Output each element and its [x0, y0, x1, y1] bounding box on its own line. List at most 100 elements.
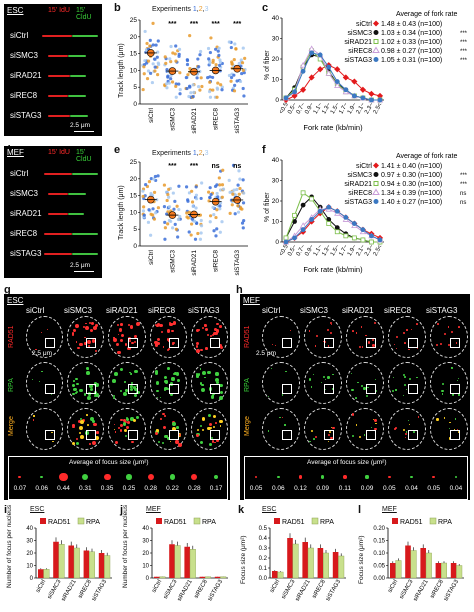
focus-dot — [403, 342, 406, 345]
data-point — [190, 189, 194, 193]
nucleus-outline — [26, 408, 64, 450]
y-axis-label: % of fiber — [264, 192, 271, 222]
bar-rad51 — [272, 571, 278, 578]
y-tick-label: 0 — [146, 576, 150, 582]
focus-dot — [114, 431, 117, 433]
focus-dot — [216, 439, 219, 442]
focus-dot — [451, 393, 454, 396]
data-point — [167, 81, 171, 85]
focus-size-dot — [276, 475, 280, 479]
focus-dot — [85, 326, 90, 331]
focus-dot — [119, 338, 123, 342]
data-point — [152, 190, 157, 194]
data-point — [188, 85, 192, 89]
focus-dot — [154, 371, 159, 375]
data-point — [194, 206, 198, 210]
x-tick-label: 2.1~ — [356, 102, 367, 116]
data-point — [218, 60, 223, 64]
legend-significance: *** — [460, 40, 468, 46]
nucleus-outline — [149, 408, 187, 450]
data-point — [171, 191, 175, 195]
legend-entry: siREC8 — [348, 48, 372, 55]
data-point — [148, 38, 152, 42]
focus-size-value: 0.09 — [360, 485, 374, 492]
focus-size-dot — [40, 475, 44, 479]
legend-label: RAD51 — [164, 519, 187, 526]
focus-dot — [164, 380, 168, 384]
focus-dot — [124, 435, 127, 438]
x-tick-label: 1.5~ — [330, 102, 341, 116]
focus-dot — [374, 428, 377, 431]
legend-swatch-rpa — [429, 517, 437, 525]
focus-dot — [156, 429, 160, 433]
significance-label: *** — [212, 21, 220, 28]
focus-dot — [417, 348, 419, 350]
data-point — [187, 94, 191, 99]
focus-dot — [92, 325, 97, 330]
focus-size-dot — [103, 473, 111, 481]
data-point — [141, 87, 145, 92]
focus-dot — [394, 426, 397, 429]
x-tick-label: 2.1~ — [356, 244, 367, 258]
data-point — [191, 204, 195, 208]
focus-dot — [209, 426, 213, 430]
focus-dot — [95, 324, 99, 328]
data-point — [166, 222, 170, 226]
focus-dot — [113, 428, 116, 431]
focus-dot — [436, 323, 439, 325]
data-point — [195, 76, 199, 80]
focus-dot — [157, 441, 160, 444]
bar-rpa — [104, 555, 111, 579]
y-tick-label: 0 — [275, 239, 279, 246]
focus-dot — [268, 430, 270, 432]
focus-dot — [78, 431, 82, 435]
data-point — [231, 163, 236, 167]
data-point — [240, 71, 244, 76]
data-point — [237, 192, 241, 196]
data-point — [188, 34, 192, 38]
data-point — [152, 217, 157, 221]
focus-dot — [130, 384, 134, 388]
series-point — [317, 52, 323, 58]
focus-dot — [160, 417, 162, 420]
bar-rpa — [307, 547, 314, 579]
focus-dot — [404, 432, 408, 436]
data-point — [200, 181, 204, 185]
focus-dot — [119, 424, 123, 428]
focus-dot — [125, 389, 128, 392]
focus-dot — [171, 421, 176, 426]
data-point — [147, 180, 152, 184]
focus-dot — [113, 423, 116, 426]
focus-dot — [213, 331, 218, 336]
data-point — [216, 81, 220, 85]
data-point — [142, 65, 146, 69]
focus-size-dot — [126, 474, 132, 480]
series-point — [292, 235, 297, 241]
zoom-box — [408, 430, 418, 440]
focus-dot — [172, 341, 175, 345]
series-point — [309, 50, 315, 56]
data-point — [176, 235, 180, 239]
focus-dot — [162, 346, 165, 348]
legend-marker — [373, 57, 379, 62]
data-point — [177, 217, 181, 222]
y-tick-label: 20 — [142, 551, 149, 557]
data-point — [220, 195, 224, 199]
focus-dot — [212, 415, 216, 419]
column-label: siSTAG3 — [188, 306, 220, 315]
focus-dot — [218, 325, 222, 329]
row-label: siCtrl — [10, 169, 29, 178]
data-point — [169, 77, 173, 81]
focus-dot — [309, 330, 311, 332]
focus-dot — [406, 329, 408, 331]
focus-dot — [359, 436, 362, 439]
column-label: siSTAG3 — [426, 306, 458, 315]
focus-dot — [322, 375, 325, 378]
focus-size-title: Average of focus size (μm²) — [69, 459, 149, 466]
data-point — [218, 63, 222, 67]
y-tick-label: 15 — [130, 51, 138, 58]
data-point — [190, 217, 194, 221]
focus-dot — [71, 441, 76, 446]
focus-dot — [310, 386, 313, 388]
column-label: siSMC3 — [300, 306, 329, 315]
